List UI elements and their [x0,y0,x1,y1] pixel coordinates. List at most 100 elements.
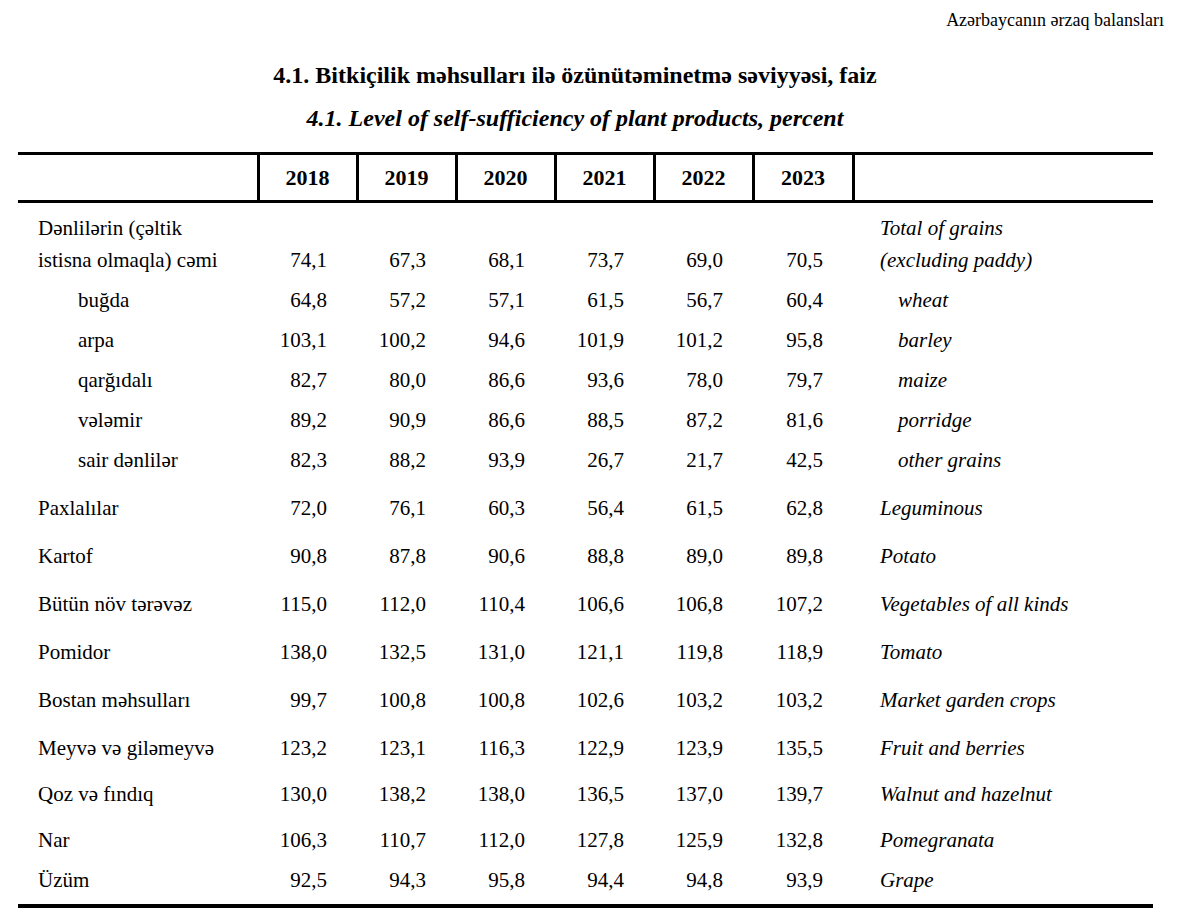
self-sufficiency-table: 2018 2019 2020 2021 2022 2023 Dənlilərin… [18,152,1153,908]
cell-value: 125,9 [654,818,753,864]
cell-value: 81,6 [753,404,853,444]
cell-value: 88,8 [555,532,654,580]
cell-value: 86,6 [456,364,555,404]
cell-value: 94,3 [357,864,456,906]
row-label-en-line: (excluding paddy) [880,244,1153,276]
row-label-az: Bütün növ tərəvəz [18,580,258,628]
year-column-header: 2023 [753,154,853,202]
cell-value: 102,6 [555,676,654,724]
row-label-en: Grape [853,864,1153,906]
cell-value: 137,0 [654,772,753,818]
cell-value: 90,9 [357,404,456,444]
row-label-en: Total of grains (excluding paddy) [853,202,1153,284]
cell-value: 60,4 [753,284,853,324]
cell-value: 101,2 [654,324,753,364]
cell-value: 89,2 [258,404,357,444]
cell-value: 138,0 [456,772,555,818]
cell-value: 68,1 [456,202,555,284]
row-label-az: Paxlalılar [18,484,258,532]
table-row: Bostan məhsulları 99,7 100,8 100,8 102,6… [18,676,1153,724]
table-title-azerbaijani: 4.1. Bitkiçilik məhsulları ilə özünütəmi… [0,60,1150,90]
cell-value: 138,0 [258,628,357,676]
header-english-spacer [853,154,1153,202]
row-label-az-line: istisna olmaqla) cəmi [38,244,258,276]
row-label-en: Potato [853,532,1153,580]
cell-value: 121,1 [555,628,654,676]
row-label-az: Pomidor [18,628,258,676]
row-label-az: Nar [18,818,258,864]
cell-value: 103,2 [753,676,853,724]
year-column-header: 2020 [456,154,555,202]
table-row: arpa 103,1 100,2 94,6 101,9 101,2 95,8 b… [18,324,1153,364]
cell-value: 95,8 [753,324,853,364]
cell-value: 72,0 [258,484,357,532]
table-row: buğda 64,8 57,2 57,1 61,5 56,7 60,4 whea… [18,284,1153,324]
row-label-en: Tomato [853,628,1153,676]
cell-value: 122,9 [555,724,654,772]
cell-value: 90,6 [456,532,555,580]
cell-value: 110,7 [357,818,456,864]
cell-value: 70,5 [753,202,853,284]
cell-value: 138,2 [357,772,456,818]
row-label-en: wheat [853,284,1153,324]
cell-value: 110,4 [456,580,555,628]
cell-value: 57,1 [456,284,555,324]
cell-value: 56,7 [654,284,753,324]
cell-value: 74,1 [258,202,357,284]
cell-value: 87,2 [654,404,753,444]
cell-value: 112,0 [357,580,456,628]
cell-value: 132,8 [753,818,853,864]
table-row: Paxlalılar 72,0 76,1 60,3 56,4 61,5 62,8… [18,484,1153,532]
cell-value: 80,0 [357,364,456,404]
cell-value: 21,7 [654,444,753,484]
table-row: Meyvə və giləmeyvə 123,2 123,1 116,3 122… [18,724,1153,772]
cell-value: 69,0 [654,202,753,284]
cell-value: 61,5 [654,484,753,532]
cell-value: 139,7 [753,772,853,818]
cell-value: 135,5 [753,724,853,772]
cell-value: 94,8 [654,864,753,906]
row-label-az: Meyvə və giləmeyvə [18,724,258,772]
row-label-az: buğda [18,284,258,324]
title-block: 4.1. Bitkiçilik məhsulları ilə özünütəmi… [0,60,1150,133]
cell-value: 93,6 [555,364,654,404]
cell-value: 62,8 [753,484,853,532]
row-label-en-line: Total of grains [880,212,1153,244]
row-label-az: Kartof [18,532,258,580]
table-row: vələmir 89,2 90,9 86,6 88,5 87,2 81,6 po… [18,404,1153,444]
cell-value: 60,3 [456,484,555,532]
table-header-row: 2018 2019 2020 2021 2022 2023 [18,154,1153,202]
row-label-az: Üzüm [18,864,258,906]
cell-value: 82,3 [258,444,357,484]
cell-value: 123,1 [357,724,456,772]
header-label-spacer [18,154,258,202]
row-label-en: Pomegranata [853,818,1153,864]
cell-value: 93,9 [753,864,853,906]
table-row: Bütün növ tərəvəz 115,0 112,0 110,4 106,… [18,580,1153,628]
row-label-en: other grains [853,444,1153,484]
cell-value: 61,5 [555,284,654,324]
cell-value: 26,7 [555,444,654,484]
table-title-english: 4.1. Level of self-sufficiency of plant … [0,103,1150,133]
table-row: Nar 106,3 110,7 112,0 127,8 125,9 132,8 … [18,818,1153,864]
cell-value: 100,8 [357,676,456,724]
cell-value: 90,8 [258,532,357,580]
year-column-header: 2019 [357,154,456,202]
cell-value: 136,5 [555,772,654,818]
year-column-header: 2018 [258,154,357,202]
row-label-az: sair dənlilər [18,444,258,484]
cell-value: 79,7 [753,364,853,404]
cell-value: 123,9 [654,724,753,772]
cell-value: 64,8 [258,284,357,324]
cell-value: 89,8 [753,532,853,580]
year-column-header: 2021 [555,154,654,202]
cell-value: 100,2 [357,324,456,364]
row-label-en: Market garden crops [853,676,1153,724]
cell-value: 106,6 [555,580,654,628]
cell-value: 112,0 [456,818,555,864]
table-row: qarğıdalı 82,7 80,0 86,6 93,6 78,0 79,7 … [18,364,1153,404]
cell-value: 101,9 [555,324,654,364]
year-column-header: 2022 [654,154,753,202]
cell-value: 67,3 [357,202,456,284]
cell-value: 103,2 [654,676,753,724]
